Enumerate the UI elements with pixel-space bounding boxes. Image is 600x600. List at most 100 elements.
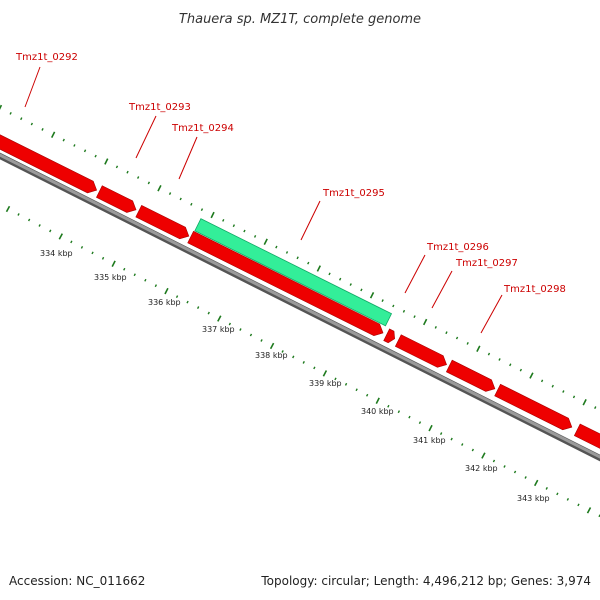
major-tick	[476, 345, 481, 352]
minor-tick	[62, 138, 65, 142]
major-tick	[111, 260, 116, 267]
minor-tick	[519, 368, 523, 372]
gene-arrow-tmz1t-0296[interactable]	[394, 334, 449, 371]
minor-tick	[17, 213, 20, 216]
minor-tick	[147, 181, 151, 185]
gene-label[interactable]: Tmz1t_0296	[426, 242, 489, 253]
minor-tick	[281, 350, 284, 353]
gene-label[interactable]: Tmz1t_0292	[15, 52, 78, 63]
minor-tick	[392, 304, 395, 308]
minor-tick	[577, 503, 580, 507]
kbp-label: 334 kbp	[40, 249, 73, 258]
minor-tick	[190, 202, 193, 206]
gene-labels: Tmz1t_0292 Tmz1t_0293 Tmz1t_0294 Tmz1t_0…	[15, 52, 566, 295]
minor-tick	[498, 358, 501, 361]
minor-tick	[439, 432, 443, 436]
gene-label[interactable]: Tmz1t_0298	[503, 284, 566, 295]
genome-summary-text: Topology: circular; Length: 4,496,212 bp…	[261, 574, 591, 588]
minor-tick	[133, 273, 136, 277]
minor-tick	[9, 111, 12, 115]
minor-tick	[545, 486, 548, 490]
minor-tick	[487, 352, 491, 356]
gene-label[interactable]: Tmz1t_0293	[128, 102, 191, 113]
gene-arrow-tmz1t-0297[interactable]	[445, 359, 497, 394]
minor-tick	[80, 245, 84, 249]
minor-tick	[540, 379, 544, 383]
gene-arrow-small[interactable]	[383, 328, 398, 345]
minor-tick	[136, 176, 140, 179]
minor-tick	[397, 410, 401, 414]
minor-tick	[572, 395, 576, 399]
minor-tick	[562, 390, 565, 393]
gene-label[interactable]: Tmz1t_0295	[322, 188, 385, 199]
minor-tick	[434, 325, 437, 329]
minor-tick	[196, 306, 200, 310]
minor-tick	[38, 224, 41, 227]
major-tick	[263, 238, 268, 245]
gene-arrow-next[interactable]	[573, 423, 600, 472]
minor-tick	[123, 267, 126, 271]
major-tick	[58, 233, 64, 240]
minor-tick	[285, 251, 289, 254]
minor-tick	[408, 415, 411, 419]
leader-line	[404, 254, 426, 294]
leader-line	[300, 200, 321, 241]
gene-arrow-tmz1t-0295-lower[interactable]	[187, 230, 386, 339]
minor-tick	[222, 218, 225, 222]
leader-line	[431, 270, 453, 309]
minor-tick	[228, 322, 232, 326]
major-tick	[104, 158, 109, 165]
minor-tick	[275, 245, 278, 249]
minor-tick	[381, 299, 384, 303]
gene-arrow-tmz1t-0294[interactable]	[135, 204, 192, 242]
minor-tick	[27, 218, 31, 222]
minor-tick	[450, 437, 453, 441]
minor-tick	[49, 229, 52, 233]
major-tick	[269, 342, 275, 350]
gene-arrow-tmz1t-0292[interactable]	[0, 124, 100, 196]
accession-text: Accession: NC_011662	[9, 574, 146, 588]
minor-tick	[168, 192, 172, 196]
minor-tick	[360, 288, 363, 292]
major-tick	[157, 185, 162, 192]
major-tick	[422, 318, 428, 326]
minor-tick	[20, 117, 23, 121]
minor-tick	[594, 406, 597, 410]
major-tick	[582, 399, 587, 406]
minor-tick	[344, 382, 348, 386]
minor-tick	[471, 448, 475, 452]
minor-tick	[355, 388, 358, 392]
minor-tick	[418, 421, 422, 425]
minor-tick	[175, 295, 179, 299]
gene-arrow-tmz1t-0298[interactable]	[494, 383, 575, 433]
gene-label[interactable]: Tmz1t_0294	[171, 123, 234, 134]
kbp-label: 336 kbp	[148, 298, 181, 307]
minor-tick	[566, 497, 570, 501]
minor-tick	[232, 224, 236, 228]
major-tick	[217, 315, 222, 322]
major-tick	[5, 205, 11, 213]
kbp-label: 341 kbp	[413, 436, 446, 445]
minor-tick	[338, 277, 342, 281]
minor-tick	[41, 127, 44, 131]
major-tick	[210, 211, 215, 219]
minor-tick	[349, 283, 352, 286]
kbp-label: 340 kbp	[361, 407, 394, 416]
major-tick	[316, 265, 322, 272]
minor-tick	[260, 339, 263, 342]
minor-tick	[313, 366, 316, 370]
major-tick	[529, 372, 534, 379]
gene-arrow-tmz1t-0293[interactable]	[96, 185, 138, 216]
minor-tick	[70, 240, 73, 244]
minor-tick	[387, 404, 390, 408]
major-tick	[322, 370, 328, 377]
minor-tick	[509, 363, 512, 367]
gene-label[interactable]: Tmz1t_0297	[455, 258, 518, 269]
minor-tick	[115, 165, 119, 169]
kbp-label: 343 kbp	[517, 494, 550, 503]
gene-highlight-tmz1t-0295[interactable]	[194, 218, 393, 327]
minor-tick	[73, 144, 76, 147]
minor-tick	[524, 476, 527, 479]
minor-tick	[207, 311, 210, 315]
